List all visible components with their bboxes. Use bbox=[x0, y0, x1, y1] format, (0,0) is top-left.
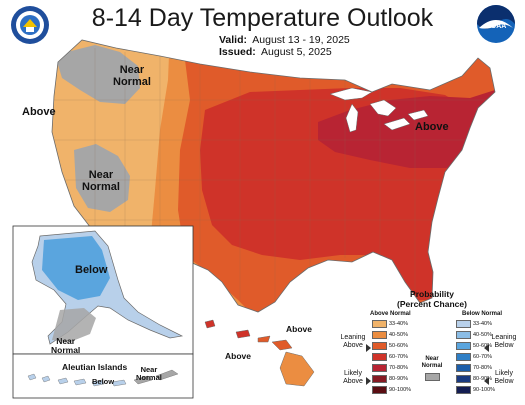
legend-above-bin-swatch bbox=[372, 342, 387, 350]
legend-below-header: Below Normal bbox=[462, 311, 503, 317]
legend-above-bin-label: 40-50% bbox=[389, 331, 408, 338]
legend-above-bin-label: 90-100% bbox=[389, 386, 412, 393]
leaning-below-arrow-icon bbox=[484, 344, 489, 352]
legend-below-bin-swatch bbox=[456, 342, 471, 350]
label-aleutian-title: Aleutian Islands bbox=[62, 362, 128, 372]
legend-above-bin-swatch bbox=[372, 320, 387, 328]
likely-above-arrow-icon bbox=[366, 377, 371, 385]
label-near-normal-northwest: Near Normal bbox=[113, 64, 151, 88]
legend-below-bin-swatch bbox=[456, 375, 471, 383]
legend-below-bin-swatch bbox=[456, 353, 471, 361]
noaa-logo-text: NOAA bbox=[486, 23, 507, 30]
legend-above-bin-swatch bbox=[372, 375, 387, 383]
label-hawaii-above-1: Above bbox=[286, 324, 312, 334]
legend-below-bin-label: 33-40% bbox=[473, 320, 492, 327]
doc-seal-icon bbox=[11, 6, 49, 44]
legend-title: Probability (Percent Chance) bbox=[397, 289, 467, 309]
legend-above-bin-label: 80-90% bbox=[389, 375, 408, 382]
legend-below-bin-swatch bbox=[456, 331, 471, 339]
legend-below-bin-label: 70-80% bbox=[473, 364, 492, 371]
label-alaska-near-normal: Near Normal bbox=[51, 336, 81, 355]
legend-above-bin-swatch bbox=[372, 331, 387, 339]
legend-below-bin-label: 90-100% bbox=[473, 386, 496, 393]
alaska-near-normal-area bbox=[52, 308, 96, 342]
label-aleutian-below: Below bbox=[92, 377, 115, 386]
legend-likely-above: Likely Above bbox=[343, 370, 363, 385]
label-hawaii-above-2: Above bbox=[225, 351, 251, 361]
legend-below-bin-label: 50-60% bbox=[473, 342, 492, 349]
legend-below-bin-label: 80-90% bbox=[473, 375, 492, 382]
likely-below-arrow-icon bbox=[484, 377, 489, 385]
issued-date: Issued: August 5, 2025 bbox=[219, 46, 332, 58]
legend-likely-below: Likely Below bbox=[494, 370, 514, 385]
great-lakes bbox=[329, 87, 429, 133]
leaning-above-arrow-icon bbox=[366, 344, 371, 352]
label-aleutian-near-normal: Near Normal bbox=[136, 365, 162, 382]
legend-below-bin-swatch bbox=[456, 320, 471, 328]
legend-near-normal-swatch bbox=[425, 373, 440, 381]
legend-above-header: Above Normal bbox=[370, 311, 411, 317]
legend-above-bin-label: 50-60% bbox=[389, 342, 408, 349]
legend-above-bin-label: 33-40% bbox=[389, 320, 408, 327]
legend-below-bin-label: 60-70% bbox=[473, 353, 492, 360]
alaska-below-core bbox=[42, 236, 110, 300]
map-title: 8-14 Day Temperature Outlook bbox=[91, 4, 434, 32]
hawaii-islands bbox=[204, 319, 315, 387]
aleutian-islands bbox=[27, 373, 127, 387]
legend-above-bin-label: 70-80% bbox=[389, 364, 408, 371]
valid-dates: Valid: August 13 - 19, 2025 bbox=[219, 34, 350, 46]
label-alaska-below: Below bbox=[75, 264, 108, 276]
legend-below-bin-swatch bbox=[456, 386, 471, 394]
legend-above-bin-swatch bbox=[372, 364, 387, 372]
legend-above-bin-swatch bbox=[372, 353, 387, 361]
legend-leaning-below: Leaning Below bbox=[491, 334, 517, 349]
legend-leaning-above: Leaning Above bbox=[340, 334, 366, 349]
noaa-logo-icon: NOAA bbox=[477, 5, 515, 43]
label-above-northeast: Above bbox=[415, 121, 449, 133]
state-boundaries bbox=[52, 48, 495, 300]
legend-below-bin-swatch bbox=[456, 364, 471, 372]
legend-above-bin-label: 60-70% bbox=[389, 353, 408, 360]
legend-below-bin-label: 40-50% bbox=[473, 331, 492, 338]
label-near-normal-southwest: Near Normal bbox=[82, 169, 120, 193]
label-above-west: Above bbox=[22, 106, 56, 118]
legend-above-bin-swatch bbox=[372, 386, 387, 394]
legend-near-normal-label: Near Normal bbox=[421, 356, 443, 369]
